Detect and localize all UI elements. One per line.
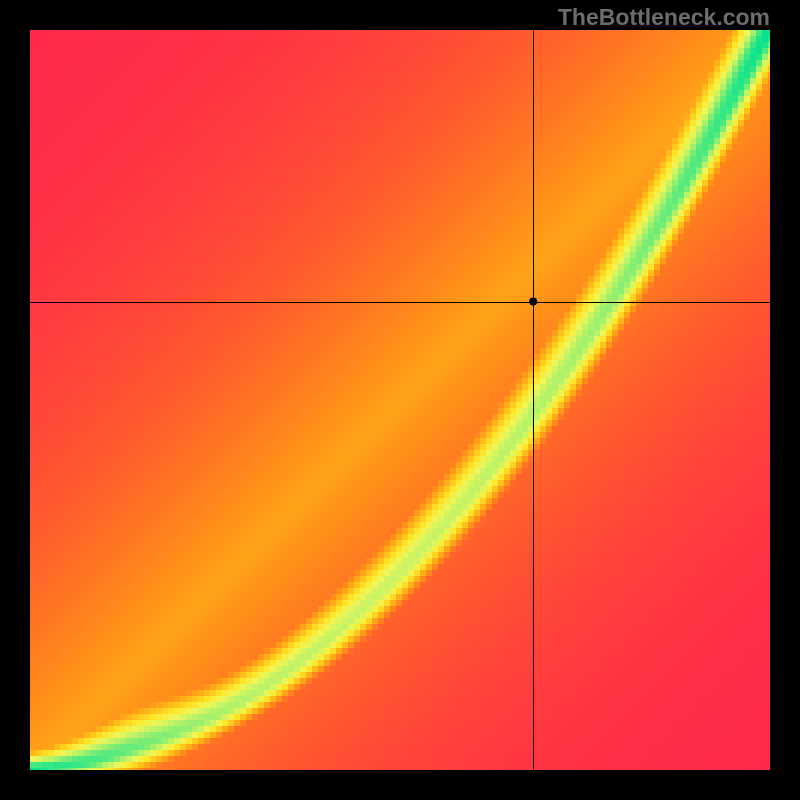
- watermark-text: TheBottleneck.com: [558, 4, 770, 31]
- crosshair-overlay: [0, 0, 800, 800]
- chart-stage: TheBottleneck.com: [0, 0, 800, 800]
